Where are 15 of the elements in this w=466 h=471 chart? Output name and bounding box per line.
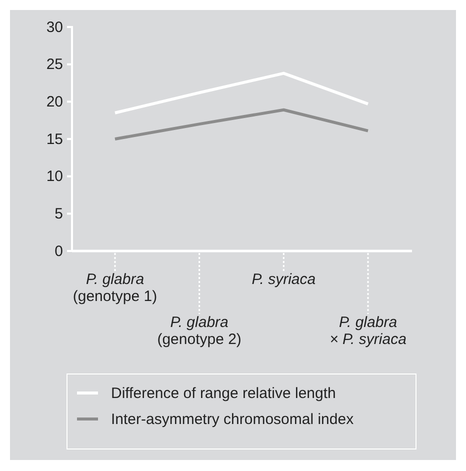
x-tick-label: P. glabra × P. syriaca <box>330 314 406 348</box>
y-tick-label: 20 <box>46 93 63 110</box>
line-series <box>114 108 370 140</box>
y-tick-label: 15 <box>46 130 63 148</box>
y-tick-label: 25 <box>46 56 63 74</box>
y-tick-label: 10 <box>46 168 63 186</box>
y-tick-label: 5 <box>54 205 63 222</box>
x-tick-label: P. glabra (genotype 1) <box>72 271 158 305</box>
y-tick-label: 0 <box>54 242 63 260</box>
y-tick-label: 30 <box>46 18 63 36</box>
x-tick-label: P. syriaca <box>252 271 316 288</box>
x-tick-label: P. glabra (genotype 2) <box>157 314 242 348</box>
legend-label: Difference of range relative length <box>111 385 336 402</box>
legend-label: Inter-asymmetry chromosomal index <box>111 411 354 428</box>
line-series <box>114 72 370 114</box>
